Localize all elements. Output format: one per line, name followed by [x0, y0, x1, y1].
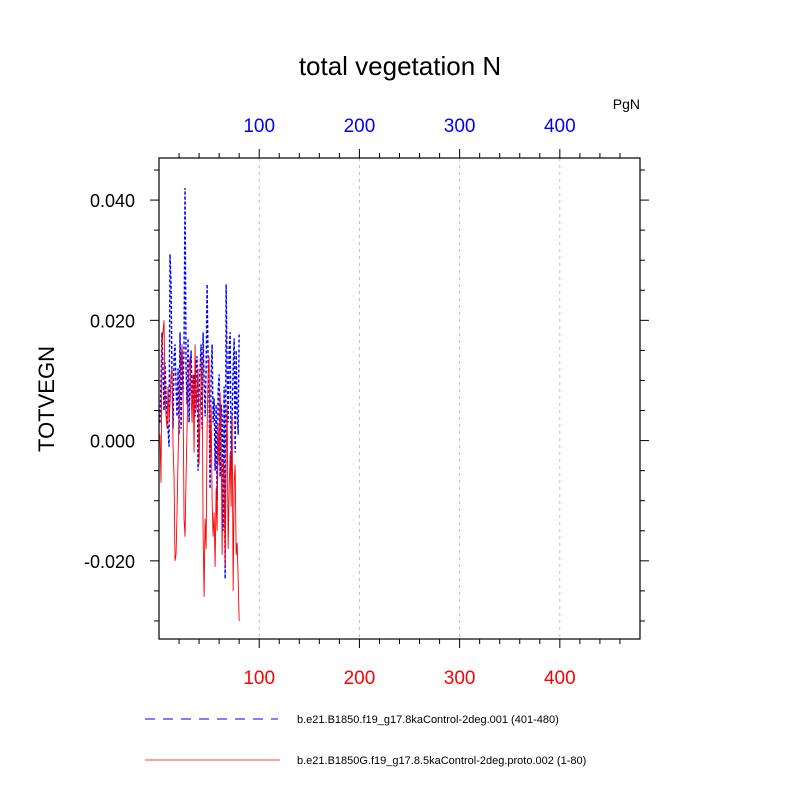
top-x-tick-label: 400 [544, 116, 576, 137]
bottom-x-tick-label: 400 [544, 668, 576, 689]
legend-label-series-2: b.e21.B1850G.f19_g17.8.5kaControl-2deg.p… [297, 755, 586, 767]
series-group [159, 188, 240, 621]
y-axis-label: TOTVEGN [34, 346, 59, 452]
bottom-x-tick-label: 200 [344, 668, 376, 689]
series-line-2 [159, 320, 240, 621]
top-x-tick-label: 100 [243, 116, 275, 137]
top-x-tick-label: 200 [344, 116, 376, 137]
x-grid [258, 158, 561, 639]
y-tick-label: 0.000 [90, 432, 135, 452]
legend-label-series-1: b.e21.B1850.f19_g17.8kaControl-2deg.001 … [297, 714, 559, 726]
tick-marks [150, 149, 649, 648]
units-label: PgN [613, 96, 640, 112]
y-tick-label: -0.020 [84, 552, 135, 572]
bottom-x-tick-label: 300 [444, 668, 476, 689]
chart-title: total vegetation N [299, 51, 501, 81]
top-x-tick-labels: 100 200 300 400 [243, 116, 575, 137]
bottom-x-tick-labels: 100 200 300 400 [243, 668, 575, 689]
top-x-tick-label: 300 [444, 116, 476, 137]
legend: b.e21.B1850.f19_g17.8kaControl-2deg.001 … [145, 714, 586, 767]
bottom-x-tick-label: 100 [243, 668, 275, 689]
y-tick-label: 0.040 [90, 191, 135, 211]
y-tick-label: 0.020 [90, 311, 135, 331]
series-line-1 [159, 188, 240, 579]
y-tick-labels: -0.020 0.000 0.020 0.040 [84, 191, 135, 572]
